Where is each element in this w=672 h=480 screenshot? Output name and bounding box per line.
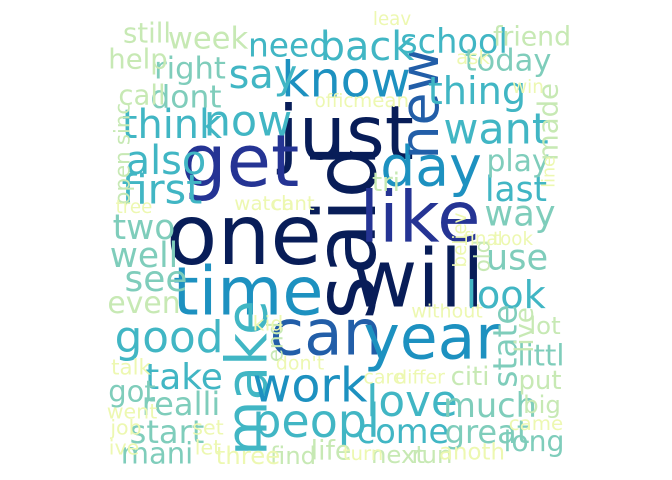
- word-long: long: [503, 424, 565, 458]
- word-know: know: [281, 50, 411, 109]
- word-peopl: peopl: [252, 394, 380, 449]
- word-today: today: [464, 43, 552, 79]
- word-final: final: [463, 228, 503, 250]
- word-day: day: [380, 135, 482, 200]
- word-turn: turn: [342, 442, 384, 466]
- word-next: next: [370, 439, 426, 469]
- word-much: much: [443, 386, 537, 426]
- word-will: will: [351, 232, 485, 327]
- word-time: time: [172, 252, 324, 331]
- word-kid: kid: [252, 311, 284, 336]
- word-also: also: [125, 138, 207, 185]
- word-took: took: [492, 228, 534, 250]
- word-one: one: [166, 186, 322, 285]
- word-offic: offic: [314, 90, 354, 112]
- word-find: find: [269, 440, 317, 470]
- word-think: think: [121, 102, 223, 149]
- word-littl: littl: [517, 338, 565, 373]
- word-leav: leav: [372, 8, 412, 30]
- word-dont: dont: [150, 79, 222, 116]
- word-use: use: [485, 237, 549, 279]
- word-line: line: [539, 156, 560, 188]
- word-realli: realli: [141, 384, 221, 423]
- word-without: without: [411, 300, 483, 323]
- word-watch: watch: [234, 192, 294, 216]
- word-thing: thing: [427, 68, 527, 114]
- word-mani: mani: [120, 436, 194, 471]
- word-now: now: [203, 96, 293, 147]
- word-lot: lot: [529, 310, 561, 340]
- word-last: last: [484, 169, 548, 210]
- word-great: great: [444, 412, 530, 451]
- word-don-t: don't: [275, 352, 325, 375]
- word-can: can: [269, 296, 383, 370]
- word-care: care: [363, 366, 405, 389]
- word-win: win: [512, 76, 544, 98]
- word-year: year: [363, 302, 501, 374]
- word-sinc: sinc: [110, 102, 136, 146]
- word-play: play: [486, 144, 550, 180]
- word-life: life: [310, 435, 352, 467]
- word-citi: citi: [450, 362, 490, 393]
- word-anoth: anoth: [439, 439, 505, 466]
- word-friend: friend: [492, 21, 572, 53]
- word-come: come: [356, 412, 450, 452]
- word-want: want: [443, 104, 549, 155]
- word-still: still: [123, 17, 171, 50]
- word-talk: talk: [111, 355, 151, 381]
- word-three: three: [215, 440, 281, 470]
- word-ask: ask: [456, 46, 490, 70]
- word-work: work: [252, 358, 368, 414]
- word-love: love: [366, 376, 458, 428]
- word-run: run: [411, 439, 453, 469]
- word-cant: cant: [271, 192, 315, 216]
- word-get: get: [180, 119, 300, 204]
- word-big: big: [523, 389, 561, 419]
- word-differ: differ: [395, 366, 445, 389]
- word-look: look: [466, 272, 546, 318]
- word-school: school: [400, 22, 508, 62]
- word-even: even: [107, 286, 181, 322]
- word-see: see: [124, 259, 188, 301]
- word-mean: mean: [352, 89, 410, 113]
- word-came: came: [508, 412, 564, 436]
- word-tree: tree: [115, 196, 153, 218]
- word-week: week: [167, 21, 249, 57]
- word-job: job: [110, 415, 142, 440]
- word-like: like: [359, 175, 481, 259]
- word-say: say: [228, 52, 298, 99]
- word-call: call: [118, 79, 166, 112]
- word-got: got: [108, 374, 156, 409]
- word-believ: believ: [449, 212, 471, 268]
- word-start: start: [129, 412, 205, 451]
- word-back: back: [319, 24, 415, 71]
- word-just: just: [278, 89, 414, 177]
- word-good: good: [114, 312, 224, 364]
- word-tri: tri: [371, 168, 401, 199]
- word-set: set: [192, 415, 224, 440]
- word-two: two: [112, 207, 176, 248]
- word-take: take: [145, 357, 223, 399]
- word-well: well: [109, 235, 179, 276]
- word-first: first: [121, 165, 203, 214]
- word-way: way: [484, 193, 556, 235]
- word-right: right: [154, 51, 226, 87]
- word-let: let: [194, 435, 222, 460]
- word-went: went: [106, 399, 158, 424]
- word-put: put: [518, 366, 562, 397]
- word-ive: ive: [108, 435, 140, 460]
- word-need: need: [247, 25, 331, 65]
- word-help: help: [108, 43, 168, 76]
